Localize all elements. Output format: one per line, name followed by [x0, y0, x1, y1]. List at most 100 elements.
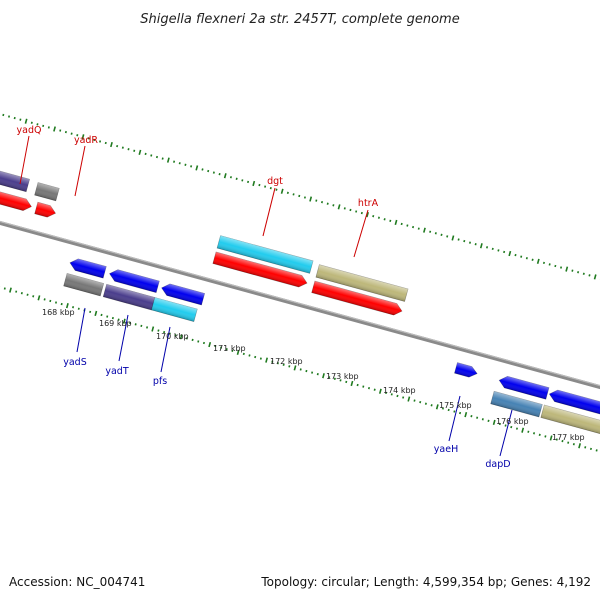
feature-dapD-shading [490, 391, 543, 418]
upper-tick [24, 118, 28, 124]
lower-tick [299, 368, 302, 371]
lower-tick [487, 419, 490, 423]
upper-tick [423, 227, 426, 233]
gene-label-htrA[interactable]: htrA [358, 198, 379, 209]
feature-yadQ-shading [0, 162, 30, 192]
upper-tick [417, 227, 420, 230]
upper-tick [275, 188, 278, 191]
feature-pfs[interactable] [151, 297, 198, 322]
gene-label-yaeH[interactable]: yaeH [434, 444, 458, 455]
lower-tick [276, 362, 279, 365]
lower-tick [225, 348, 228, 351]
feature-yadS-arrow[interactable] [68, 257, 107, 279]
feature-yadQ[interactable] [0, 161, 30, 193]
upper-tick [446, 235, 449, 238]
lower-tick [3, 287, 6, 290]
lower-tick [168, 332, 171, 335]
lower-tick [271, 360, 274, 363]
genome-backbone-highlight [0, 192, 600, 416]
tick-label-176: 176 kbp [496, 417, 529, 426]
upper-tick [144, 152, 147, 156]
feature-yadS-shading [63, 273, 104, 296]
lower-tick [157, 329, 160, 332]
gene-label-yadS[interactable]: yadS [63, 357, 87, 368]
gene-label-yadR[interactable]: yadR [74, 135, 98, 146]
upper-tick [514, 253, 517, 257]
lower-tick [396, 394, 399, 398]
feature-dapD[interactable] [490, 390, 543, 418]
upper-tick [463, 239, 466, 243]
feature-dgt[interactable] [212, 251, 309, 289]
lower-tick [151, 326, 155, 332]
upper-tick [571, 269, 574, 272]
upper-tick [2, 113, 5, 117]
upper-tick [53, 126, 56, 132]
upper-tick [372, 215, 375, 218]
feature-yadT-arrow[interactable] [108, 268, 160, 293]
lower-tick [106, 315, 109, 318]
gene-label-yadQ[interactable]: yadQ [17, 125, 42, 136]
feature-dgt-cyan[interactable] [216, 235, 314, 274]
lower-tick [293, 365, 297, 371]
upper-tick [19, 118, 22, 121]
gene-label-dapD[interactable]: dapD [485, 459, 510, 470]
upper-tick [252, 180, 256, 187]
lower-tick [447, 408, 450, 412]
lower-tick [208, 341, 212, 348]
lower-tick [510, 425, 513, 429]
upper-tick [349, 208, 352, 212]
lower-tick [567, 441, 570, 444]
feature-yadQ-arrow-shading [0, 183, 32, 211]
connector-yadT [118, 314, 129, 362]
feature-pfs-arrow[interactable] [160, 282, 206, 306]
lower-tick [94, 310, 98, 317]
upper-tick [457, 238, 460, 241]
lower-tick [350, 380, 354, 387]
upper-tick [377, 216, 380, 219]
lower-tick [37, 295, 41, 301]
lower-tick [265, 357, 268, 363]
lower-tick [259, 357, 262, 360]
upper-tick [503, 250, 506, 254]
feature-yaeH[interactable] [454, 362, 478, 379]
feature-htrA-shading [311, 281, 402, 316]
lower-tick [498, 422, 501, 426]
lower-tick [179, 334, 183, 340]
feature-next-arrow[interactable] [548, 388, 600, 416]
feature-yadQ-arrow[interactable] [0, 183, 33, 213]
lower-tick [492, 419, 496, 426]
feature-yadT-shading [103, 284, 155, 310]
lower-tick [555, 438, 558, 441]
lower-tick [533, 432, 536, 435]
upper-tick [508, 250, 512, 257]
connector-yadS [76, 307, 86, 353]
feature-htrA[interactable] [311, 280, 404, 317]
feature-next-khaki[interactable] [540, 404, 600, 437]
gene-label-dgt[interactable]: dgt [267, 176, 283, 187]
lower-tick [134, 323, 137, 326]
upper-tick [93, 138, 96, 142]
upper-tick [235, 177, 238, 180]
upper-tick [155, 155, 159, 159]
upper-tick [173, 160, 176, 163]
upper-tick [474, 243, 477, 246]
upper-tick [59, 129, 62, 132]
gene-label-pfs[interactable]: pfs [153, 376, 167, 387]
lower-tick [100, 313, 103, 317]
lower-tick [470, 415, 473, 418]
feature-htrA-khaki-shading [315, 264, 409, 302]
upper-tick [582, 272, 585, 275]
feature-yadR[interactable] [34, 182, 60, 202]
feature-yadR-arrow[interactable] [34, 201, 57, 219]
lower-tick [367, 386, 371, 390]
upper-tick [218, 172, 221, 176]
tick-label-177: 177 kbp [552, 433, 585, 442]
feature-yadS[interactable] [63, 273, 105, 297]
gene-label-yadT[interactable]: yadT [105, 366, 128, 377]
feature-htrA-khaki[interactable] [315, 264, 409, 302]
connector-htrA [353, 209, 369, 258]
upper-tick [42, 124, 45, 128]
lower-tick [435, 404, 439, 410]
lower-tick [521, 427, 525, 433]
feature-dapD-arrow[interactable] [498, 374, 550, 400]
